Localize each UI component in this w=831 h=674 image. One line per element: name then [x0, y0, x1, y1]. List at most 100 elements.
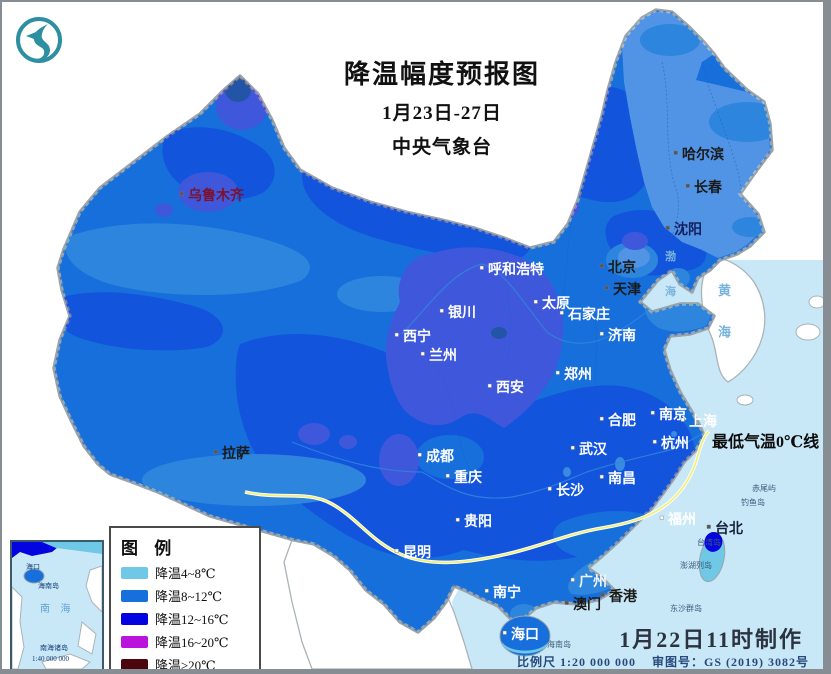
city-marker: [665, 225, 670, 230]
city-marker: [706, 524, 711, 529]
city-marker: [570, 445, 575, 450]
city-marker: [652, 439, 657, 444]
city-label: 济南: [608, 327, 636, 344]
gulf-of-tonkin: [471, 612, 507, 664]
city-marker: [420, 351, 425, 356]
island-label: 台湾岛: [697, 537, 721, 547]
city-label: 杭州: [661, 435, 689, 452]
legend-item: 降温16~20℃: [121, 632, 251, 651]
inset-hainan-label: 海南岛: [38, 581, 59, 590]
legend-swatch: [121, 589, 148, 602]
city-marker: [564, 600, 569, 605]
inset-haikou-label: 海口: [26, 562, 40, 571]
inset-scale: 1:40 000 000: [32, 655, 69, 663]
city-label: 贵阳: [464, 513, 492, 530]
city-marker: [439, 308, 444, 313]
legend-item: 降温≥20℃: [121, 655, 251, 673]
inset-philippines: [85, 565, 103, 614]
city-label: 呼和浩特: [488, 261, 544, 278]
island-label: 钓鱼岛: [741, 497, 765, 507]
legend-box: 图 例 降温4~8℃ 降温8~12℃ 降温12~16℃ 降温16~20℃ 降温≥20℃: [109, 526, 261, 673]
city-label: 南京: [659, 406, 687, 423]
legend-title: 图 例: [121, 539, 178, 558]
legend-item: 降温4~8℃: [121, 563, 251, 582]
city-marker: [479, 265, 484, 270]
city-label: 上海: [689, 413, 717, 430]
map-title: 降温幅度预报图: [343, 60, 540, 89]
sea-label: 海: [665, 284, 676, 298]
city-marker: [599, 416, 604, 421]
legend-label: 降温8~12℃: [155, 589, 223, 604]
map-agency: 中央气象台: [391, 137, 492, 158]
south-china-sea-inset: 海口 海南岛 南 海 南海诸岛 1:40 000 000: [10, 540, 104, 669]
taiwan-island: [698, 531, 726, 583]
scale-label: 比例尺 1:20 000 000: [516, 655, 636, 669]
city-label: 广州: [579, 573, 607, 590]
city-label: 海口: [511, 626, 539, 643]
hainan-island: [499, 615, 551, 657]
zero-degree-line: [244, 429, 711, 565]
city-label: 兰州: [429, 347, 457, 364]
island-label: 澎湖列岛: [680, 560, 712, 570]
sea-label: 渤: [665, 249, 676, 263]
japan-islet: [808, 295, 823, 309]
city-label: 乌鲁木齐: [188, 187, 245, 204]
issued-time: 1月22日11时制作: [619, 627, 803, 652]
city-label: 澳门: [573, 596, 601, 613]
approval-number: 审图号：GS (2019) 3082号: [651, 655, 809, 669]
city-label: 北京: [608, 259, 636, 276]
legend-item: 降温8~12℃: [121, 586, 251, 605]
legend-swatch: [121, 612, 148, 625]
city-marker: [445, 473, 450, 478]
legend-swatch: [121, 566, 148, 579]
city-marker: [650, 410, 655, 415]
city-label: 沈阳: [674, 221, 702, 238]
legend-label: 降温≥20℃: [155, 658, 216, 673]
city-label: 天津: [613, 281, 641, 298]
korea-peninsula: [700, 257, 766, 383]
island-label: 海南岛: [547, 639, 571, 649]
city-marker: [417, 452, 422, 457]
jeju-island: [736, 394, 754, 406]
sea-label: 海: [718, 325, 731, 340]
legend-item: 降温12~16℃: [121, 609, 251, 628]
city-marker: [179, 191, 184, 196]
city-label: 银川: [448, 304, 476, 321]
city-marker: [673, 150, 678, 155]
legend-label: 降温4~8℃: [155, 566, 216, 581]
city-marker: [599, 263, 604, 268]
city-marker: [394, 332, 399, 337]
map-title-block: 降温幅度预报图 1月23日-27日 中央气象台: [302, 54, 582, 159]
city-label: 石家庄: [567, 306, 610, 323]
city-marker: [685, 183, 690, 188]
inset-palawan: [77, 621, 97, 655]
city-label: 武汉: [579, 441, 608, 458]
city-label: 拉萨: [222, 445, 250, 462]
inset-coast-dark: [12, 542, 64, 558]
city-marker: [599, 331, 604, 336]
legend-label: 降温12~16℃: [155, 612, 229, 627]
city-marker: [547, 486, 552, 491]
inset-hainan: [23, 568, 45, 584]
city-label: 西宁: [403, 328, 431, 345]
city-marker: [502, 630, 507, 635]
inset-coast-light: [42, 542, 102, 554]
city-marker: [555, 370, 560, 375]
legend-label: 降温16~20℃: [155, 635, 229, 650]
inset-sea-name: 南 海: [40, 602, 75, 615]
city-label: 哈尔滨: [682, 146, 724, 163]
city-label: 台北: [715, 520, 743, 537]
city-label: 郑州: [564, 366, 592, 383]
city-marker: [455, 517, 460, 522]
inset-borneo: [41, 653, 91, 669]
city-marker: [213, 449, 218, 454]
city-marker: [484, 588, 489, 593]
city-label: 太原: [542, 295, 570, 312]
sea-label: 黄: [718, 283, 731, 298]
legend-swatch: [121, 658, 148, 669]
legend-swatch: [121, 635, 148, 648]
inset-vietnam-coast: [11, 585, 25, 669]
city-label: 长春: [694, 179, 723, 196]
city-marker: [604, 285, 609, 290]
